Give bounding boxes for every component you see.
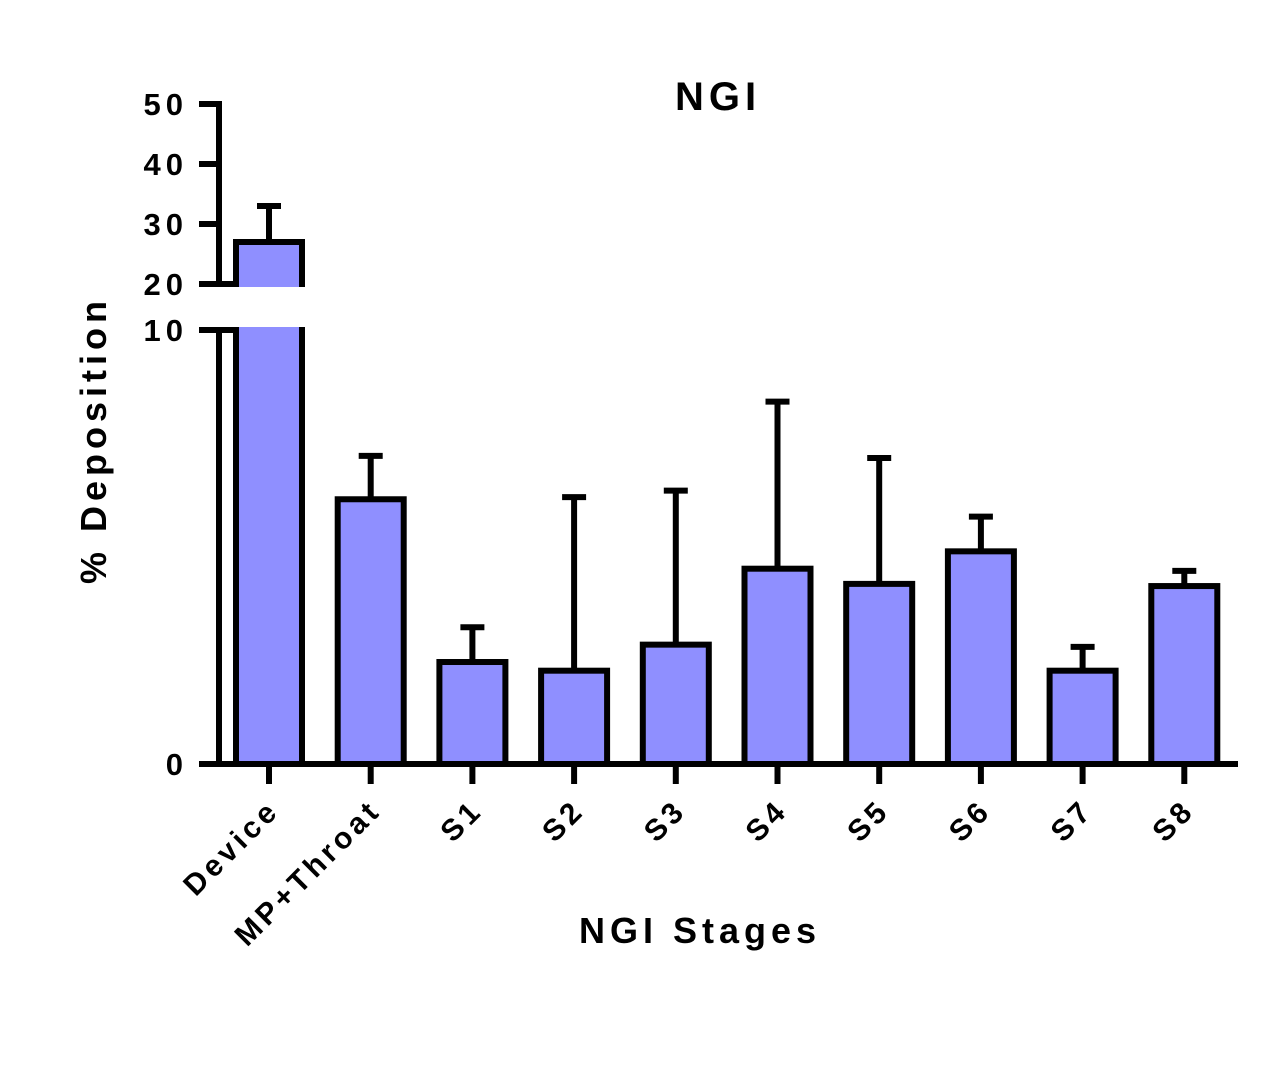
- x-tick-label: S2: [536, 794, 591, 849]
- bars-group: [230, 203, 1221, 768]
- bar-mp-throat: [334, 452, 407, 767]
- x-tick-label: S8: [1146, 794, 1201, 849]
- bar-rect: [843, 580, 916, 768]
- y-axis-title: % Deposition: [73, 296, 114, 584]
- bar-s5: [843, 455, 916, 768]
- y-tick-label: 0: [166, 747, 188, 782]
- bar-s6: [944, 513, 1017, 768]
- y-tick-label: 20: [144, 267, 188, 302]
- bar-rect: [944, 548, 1017, 768]
- x-tick-label: S4: [740, 794, 795, 849]
- bar-rect: [334, 496, 407, 767]
- bar-rect: [538, 667, 611, 767]
- x-tick-label: S7: [1045, 794, 1100, 849]
- x-tick-label: S6: [943, 794, 998, 849]
- bar-s4: [741, 398, 814, 768]
- bar-rect: [741, 565, 814, 768]
- chart-title: NGI: [675, 75, 761, 119]
- bar-rect: [436, 659, 509, 768]
- bar-s7: [1046, 643, 1119, 767]
- x-tick-label: S5: [841, 794, 896, 849]
- bar-rect: [1148, 583, 1221, 767]
- axis-break-gap: [230, 287, 308, 327]
- y-tick-label: 10: [144, 313, 188, 348]
- bar-s3: [639, 487, 712, 768]
- bar-s2: [538, 494, 611, 767]
- x-tick-label: S1: [434, 794, 489, 849]
- y-tick-label: 40: [144, 147, 188, 182]
- y-tick-label: 30: [144, 207, 188, 242]
- bar-rect: [233, 239, 305, 767]
- x-tick-label: S3: [638, 794, 693, 849]
- bar-rect: [639, 641, 712, 768]
- x-axis-title: NGI Stages: [579, 910, 821, 951]
- bar-rect: [1046, 667, 1119, 767]
- bar-s1: [436, 624, 509, 768]
- y-axis: 0 10 20 30 40 50: [144, 87, 236, 782]
- y-tick-label: 50: [144, 87, 188, 122]
- bar-device: [230, 203, 308, 767]
- x-tick-label: Device: [177, 794, 286, 903]
- bar-s8: [1148, 567, 1221, 767]
